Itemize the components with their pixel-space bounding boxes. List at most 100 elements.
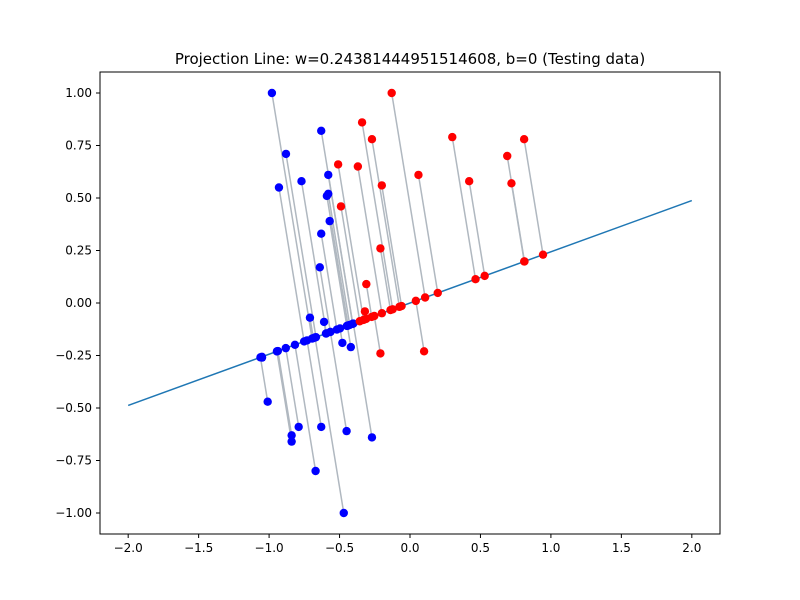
projection-segment-0-9	[320, 233, 338, 330]
y-tick-label: −1.00	[55, 506, 92, 520]
y-tick-label: 0.25	[65, 244, 92, 258]
data-point-0-9	[317, 229, 326, 238]
projection-segment-1-17	[415, 300, 425, 352]
data-point-1-14	[503, 151, 512, 161]
data-point-0-11	[319, 317, 329, 327]
projection-segment-1-4	[357, 166, 383, 314]
projection-segment-1-15	[510, 183, 525, 262]
projection-segment-1-10	[373, 315, 382, 354]
projected-point-0-16	[256, 353, 265, 362]
data-point-1-15	[507, 179, 516, 188]
data-point-0-17	[287, 431, 296, 440]
projection-segment-1-12	[451, 136, 477, 280]
projection-segment-0-21	[329, 331, 348, 432]
projected-point-1-5	[397, 301, 406, 311]
projection-segment-1-7	[379, 248, 392, 311]
projected-point-0-24	[310, 333, 320, 342]
projection-segment-0-7	[327, 193, 351, 326]
projection-segment-0-10	[319, 267, 332, 333]
projected-point-1-12	[471, 274, 480, 284]
chart-title: Projection Line: w=0.24381444951514608, …	[175, 50, 645, 68]
x-axis: −2.0 −1.5 −1.0 −0.5 0.0 0.5 1.0 1.5 2.0	[114, 534, 701, 555]
data-point-0-22	[367, 433, 377, 442]
data-point-1-17	[419, 347, 429, 356]
projected-point-1-7	[386, 305, 395, 315]
data-point-0-0	[267, 88, 277, 98]
x-tick-label: −2.0	[114, 541, 143, 555]
projection-segment-1-2	[371, 139, 401, 307]
y-tick-label: 0.00	[65, 296, 92, 310]
data-point-0-7	[324, 189, 333, 198]
projection-segment-0-19	[285, 348, 300, 428]
projection-segment-0-2	[278, 187, 305, 342]
projected-point-0-13	[335, 324, 345, 333]
x-tick-label: −0.5	[325, 541, 354, 555]
projected-point-1-4	[377, 309, 387, 318]
data-point-1-7	[376, 244, 385, 253]
projection-segment-0-22	[352, 323, 373, 438]
data-point-0-16	[263, 397, 272, 406]
y-tick-label: 0.50	[65, 191, 92, 205]
data-point-0-24	[339, 508, 348, 518]
data-point-0-19	[294, 422, 303, 432]
projection-segment-1-1	[361, 122, 394, 310]
x-tick-label: 0.0	[400, 541, 419, 555]
data-point-0-1	[281, 149, 291, 159]
data-point-1-4	[353, 162, 363, 171]
projection-segment-1-3	[337, 164, 365, 320]
projected-point-0-21	[326, 327, 335, 337]
x-tick-label: 0.5	[471, 541, 490, 555]
data-point-0-20	[317, 422, 326, 432]
data-point-0-2	[274, 183, 284, 192]
projection-segment-1-16	[523, 139, 544, 255]
data-point-0-18	[287, 437, 296, 446]
projected-point-1-6	[355, 317, 364, 326]
projection-segment-0-5	[327, 174, 354, 324]
data-point-1-12	[448, 132, 457, 142]
projected-point-1-0	[420, 293, 430, 302]
data-point-1-16	[519, 135, 529, 144]
projection-segment-0-24	[314, 337, 345, 514]
data-point-0-10	[315, 263, 325, 272]
x-tick-label: 1.0	[541, 541, 560, 555]
projection-segment-0-0	[271, 92, 313, 339]
projection-segment-1-0	[390, 92, 426, 298]
data-point-1-11	[414, 170, 423, 180]
data-point-1-10	[376, 349, 385, 358]
data-point-0-12	[305, 313, 315, 322]
projected-point-0-19	[281, 343, 290, 353]
projection-segment-0-23	[294, 344, 317, 472]
x-tick-label: 1.5	[612, 541, 631, 555]
data-point-1-8	[362, 279, 371, 289]
projection-segment-0-3	[300, 181, 328, 334]
projection-segment-0-20	[306, 340, 322, 428]
projection-segment-1-8	[365, 283, 373, 318]
projected-point-0-22	[349, 319, 358, 328]
data-point-1-1	[357, 118, 367, 127]
projection-line	[127, 199, 693, 407]
data-point-0-21	[342, 426, 351, 436]
y-tick-label: −0.75	[55, 454, 92, 468]
projected-point-0-23	[290, 340, 300, 350]
projected-point-1-11	[433, 288, 442, 298]
projection-segment-0-8	[328, 220, 348, 327]
projection-segment-0-16	[259, 357, 269, 402]
data-point-1-2	[367, 135, 377, 144]
projection-segment-0-18	[276, 351, 293, 442]
data-point-0-23	[311, 466, 320, 476]
data-point-0-4	[317, 126, 326, 135]
data-point-1-6	[336, 202, 346, 211]
projection-segment-1-5	[381, 185, 403, 307]
data-point-1-9	[360, 307, 370, 316]
y-tick-label: 0.75	[65, 139, 92, 153]
x-tick-label: −1.5	[184, 541, 213, 555]
y-tick-label: −0.25	[55, 349, 92, 363]
projected-point-0-18	[272, 347, 282, 356]
y-tick-label: −0.50	[55, 401, 92, 415]
data-point-1-13	[464, 177, 474, 186]
projected-point-0-20	[302, 336, 312, 345]
data-point-0-5	[324, 170, 333, 180]
projection-segment-0-1	[285, 153, 317, 338]
x-tick-label: 2.0	[682, 541, 701, 555]
